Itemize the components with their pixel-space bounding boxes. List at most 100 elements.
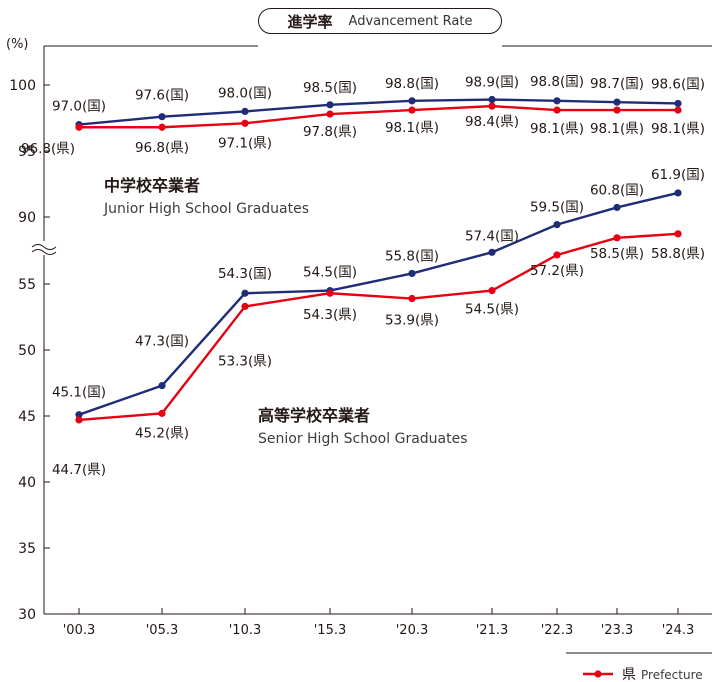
data-label-senior-national-4: 55.8(国) <box>385 248 439 264</box>
point-senior-national-1 <box>158 382 166 390</box>
point-senior-prefecture-3 <box>326 289 334 297</box>
chart-texts: 中学校卒業者 Junior High School Graduates 高等学校卒業… <box>103 176 712 682</box>
chart-title: 進学率 Advancement Rate <box>258 8 502 34</box>
point-junior-prefecture-0 <box>75 123 83 131</box>
data-label-senior-prefecture-4: 53.9(県) <box>385 313 439 329</box>
y-tick-label-35: 35 <box>18 541 36 557</box>
data-label-senior-prefecture-5: 54.5(県) <box>465 302 519 318</box>
point-senior-prefecture-8 <box>674 230 682 238</box>
x-tick-label-5: '21.3 <box>476 623 509 638</box>
point-senior-prefecture-7 <box>613 234 621 242</box>
group-label-senior-en: Senior High School Graduates <box>258 431 468 447</box>
series-points <box>75 95 682 424</box>
point-senior-national-0 <box>75 411 83 419</box>
legend-prefecture-marker <box>594 670 602 678</box>
point-senior-national-6 <box>553 221 561 229</box>
point-senior-prefecture-4 <box>408 294 416 303</box>
chart-title-en: Advancement Rate <box>348 13 473 29</box>
data-label-junior-national-6: 98.8(国) <box>530 74 584 90</box>
point-senior-national-5 <box>488 248 496 256</box>
data-label-senior-prefecture-8: 58.8(県) <box>651 246 705 262</box>
y-tick-label-55: 55 <box>18 277 36 293</box>
point-junior-national-4 <box>408 97 416 105</box>
axes: 30 35 40 45 50 55 90 95 100 (%) '00.3 '05.3 '10.3 '15… <box>6 37 712 638</box>
group-label-junior-jp: 中学校卒業者 <box>104 176 200 195</box>
data-label-junior-national-0: 97.0(国) <box>52 99 106 115</box>
point-senior-national-2 <box>241 289 249 297</box>
point-senior-national-7 <box>613 203 621 212</box>
point-junior-national-5 <box>488 95 496 104</box>
y-tick-label-95: 95 <box>18 144 36 160</box>
x-tick-label-3: '15.3 <box>314 623 347 638</box>
data-label-senior-national-6: 59.5(国) <box>530 200 584 216</box>
x-tick-label-7: '23.3 <box>601 623 634 638</box>
y-tick-label-45: 45 <box>18 409 36 425</box>
point-senior-prefecture-0 <box>75 416 83 424</box>
data-label-junior-prefecture-4: 98.1(県) <box>385 120 439 136</box>
data-label-senior-national-5: 57.4(国) <box>465 228 519 244</box>
group-label-junior-en: Junior High School Graduates <box>103 201 309 217</box>
x-tick-label-8: '24.3 <box>662 623 695 638</box>
data-label-junior-prefecture-1: 96.8(県) <box>135 140 189 156</box>
point-senior-prefecture-1 <box>158 409 166 417</box>
axis-break-wave-bottom <box>31 249 57 255</box>
point-senior-prefecture-6 <box>553 251 561 259</box>
data-label-junior-prefecture-7: 98.1(県) <box>590 121 644 137</box>
point-junior-prefecture-7 <box>613 106 621 114</box>
point-junior-prefecture-6 <box>553 106 561 114</box>
point-junior-national-2 <box>241 107 249 115</box>
series-line-senior-national <box>78 191 679 416</box>
point-junior-national-3 <box>326 101 334 109</box>
point-senior-prefecture-2 <box>241 302 249 311</box>
data-label-senior-national-2: 54.3(国) <box>218 266 272 282</box>
group-label-senior-jp: 高等学校卒業者 <box>258 406 370 425</box>
data-label-junior-national-8: 98.6(国) <box>651 76 705 92</box>
chart-title-jp: 進学率 <box>287 12 333 31</box>
legend-prefecture-label: Prefecture <box>641 668 703 682</box>
point-junior-prefecture-1 <box>158 123 166 131</box>
data-label-senior-prefecture-7: 58.5(県) <box>590 246 644 262</box>
y-tick-label-40: 40 <box>18 475 36 491</box>
point-junior-prefecture-3 <box>326 110 334 118</box>
data-label-junior-national-3: 98.5(国) <box>303 80 357 96</box>
data-label-senior-prefecture-0: 44.7(県) <box>52 462 106 478</box>
data-label-junior-prefecture-2: 97.1(県) <box>218 135 272 151</box>
data-label-junior-national-4: 98.8(国) <box>385 76 439 92</box>
point-junior-national-6 <box>553 97 561 105</box>
y-tick-label-30: 30 <box>18 607 36 623</box>
point-junior-national-8 <box>674 99 682 108</box>
point-junior-prefecture-4 <box>408 106 416 114</box>
data-label-senior-prefecture-6: 57.2(県) <box>530 263 584 279</box>
x-tick-label-2: '10.3 <box>229 623 262 638</box>
series-line-senior-prefecture <box>78 232 679 422</box>
y-tick-label-50: 50 <box>18 343 36 359</box>
data-label-junior-national-1: 97.6(国) <box>135 88 189 104</box>
y-tick-label-90: 90 <box>18 210 36 226</box>
data-label-junior-prefecture-3: 97.8(県) <box>303 124 357 140</box>
x-tick-label-0: '00.3 <box>63 623 96 638</box>
data-label-senior-national-1: 47.3(国) <box>135 334 189 350</box>
axis-break-wave-top <box>31 244 57 250</box>
point-senior-prefecture-5 <box>488 287 496 295</box>
point-junior-national-7 <box>613 98 621 106</box>
x-tick-label-6: '22.3 <box>541 623 574 638</box>
data-label-senior-national-8: 61.9(国) <box>651 167 705 183</box>
point-junior-prefecture-5 <box>488 102 496 110</box>
data-label-senior-prefecture-1: 45.2(県) <box>135 425 189 441</box>
point-junior-national-1 <box>158 113 166 121</box>
data-label-senior-prefecture-3: 54.3(県) <box>303 307 357 323</box>
data-label-junior-national-7: 98.7(国) <box>590 76 644 92</box>
data-label-junior-national-2: 98.0(国) <box>218 85 272 101</box>
data-label-senior-prefecture-2: 53.3(県) <box>218 353 272 369</box>
point-junior-prefecture-2 <box>241 119 249 127</box>
data-label-junior-prefecture-6: 98.1(県) <box>530 121 584 137</box>
data-label-senior-national-7: 60.8(国) <box>590 182 644 198</box>
point-senior-national-4 <box>408 269 416 278</box>
x-tick-label-4: '20.3 <box>396 623 429 638</box>
legend-prefecture-symbol: 県 <box>622 667 636 682</box>
x-tick-label-1: '05.3 <box>146 623 179 638</box>
data-label-junior-prefecture-5: 98.4(県) <box>465 114 519 130</box>
point-senior-national-8 <box>674 189 682 197</box>
point-junior-prefecture-8 <box>674 106 682 114</box>
